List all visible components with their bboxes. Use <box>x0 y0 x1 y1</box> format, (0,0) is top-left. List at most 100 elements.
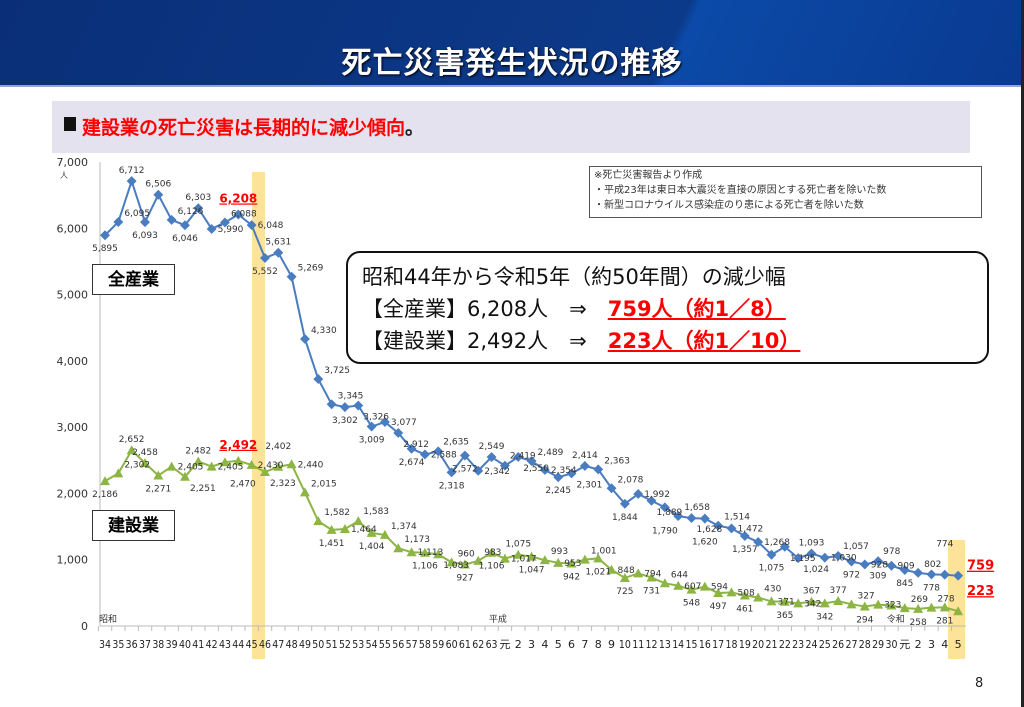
data-point-construction <box>699 581 710 591</box>
data-label: 1,106 <box>412 562 438 572</box>
data-point-construction <box>579 554 590 564</box>
data-point-construction <box>153 470 164 480</box>
data-label: 1,113 <box>418 548 444 558</box>
data-label: 508 <box>738 588 755 598</box>
x-tick-label: 27 <box>845 638 857 651</box>
data-point-construction <box>873 599 884 609</box>
data-label: 594 <box>711 583 728 593</box>
data-point-construction <box>953 606 964 616</box>
era-label: 平成 <box>489 613 507 625</box>
data-label: 5,990 <box>218 225 244 235</box>
x-tick-label: 17 <box>712 638 724 651</box>
data-label: 430 <box>764 584 781 594</box>
data-label: 1,628 <box>697 525 723 535</box>
x-tick-label: 53 <box>352 638 364 651</box>
data-point-construction <box>806 596 817 606</box>
data-label: 1,030 <box>831 554 857 564</box>
data-label: 342 <box>804 599 821 609</box>
data-label: 2,652 <box>119 435 145 445</box>
x-tick-label: 34 <box>99 638 111 651</box>
data-label: 278 <box>937 595 954 605</box>
data-point-construction <box>379 529 390 539</box>
x-tick-label: 29 <box>872 638 884 651</box>
data-point-all-industries <box>713 520 724 531</box>
data-point-all-industries <box>593 464 604 475</box>
data-label: 2,251 <box>190 484 216 494</box>
y-tick-label: 7,000 <box>57 156 89 169</box>
x-tick-label: 11 <box>632 638 644 651</box>
data-label: 2,302 <box>124 460 150 470</box>
summary-all-result: 759人（約1／8） <box>607 297 786 321</box>
x-tick-label: 55 <box>379 638 391 651</box>
data-label: 2,245 <box>545 486 571 496</box>
x-tick-label: 57 <box>406 638 418 651</box>
data-label: 928 <box>871 560 888 570</box>
y-tick-label: 2,000 <box>57 487 89 500</box>
data-point-all-industries <box>486 452 497 462</box>
data-label: 644 <box>671 570 688 580</box>
data-label: 2,458 <box>132 448 158 458</box>
data-point-all-industries <box>659 502 670 513</box>
note-line: ・新型コロナウイルス感染症のり患による死亡者を除いた数 <box>594 200 864 211</box>
data-label: 1,404 <box>359 542 385 552</box>
data-label: 1,024 <box>803 565 829 575</box>
x-tick-label: 16 <box>699 638 711 651</box>
data-label: 258 <box>910 618 927 628</box>
data-label: 1,357 <box>732 545 758 555</box>
data-point-all-industries <box>286 271 297 282</box>
x-tick-label: 44 <box>232 638 244 651</box>
data-point-all-industries <box>953 570 964 581</box>
data-point-all-industries <box>499 460 510 471</box>
bullet-square-icon <box>64 117 76 131</box>
data-label: 548 <box>683 599 700 609</box>
data-point-construction <box>406 547 417 557</box>
data-point-construction <box>366 527 377 537</box>
data-point-construction <box>846 599 857 609</box>
data-label: 927 <box>456 574 473 584</box>
data-point-all-industries <box>619 498 630 509</box>
x-tick-label: 51 <box>326 638 338 651</box>
data-label: 323 <box>884 601 901 611</box>
x-tick-label: 20 <box>752 638 764 651</box>
era-label: 令和 <box>887 613 905 625</box>
data-label: 6,126 <box>178 207 204 217</box>
data-point-construction <box>819 598 830 608</box>
x-tick-label: 7 <box>581 638 588 651</box>
data-label: 794 <box>644 569 661 579</box>
data-point-construction <box>726 587 737 597</box>
y-tick-label: 1,000 <box>57 554 89 567</box>
x-tick-label: 25 <box>819 638 831 651</box>
data-label: 2,572 <box>452 465 478 475</box>
data-point-all-industries <box>899 565 910 575</box>
data-point-all-industries <box>779 541 790 552</box>
data-label: 5,895 <box>92 244 118 254</box>
x-tick-label: 23 <box>792 638 804 651</box>
data-label: 6,093 <box>132 231 158 241</box>
data-point-all-industries <box>606 483 617 494</box>
x-tick-label: 60 <box>446 638 458 651</box>
x-tick-label: 37 <box>139 638 151 651</box>
data-point-all-industries <box>726 523 737 534</box>
data-point-construction <box>859 601 870 611</box>
data-label: 1,075 <box>759 564 785 574</box>
data-point-all-industries <box>379 417 390 427</box>
x-tick-label: 13 <box>659 638 671 651</box>
data-point-all-industries <box>939 569 950 580</box>
data-label: 5,552 <box>252 267 278 277</box>
data-point-all-industries <box>419 449 430 460</box>
data-point-all-industries <box>566 468 577 479</box>
data-point-construction <box>313 516 324 526</box>
data-label: 461 <box>736 604 753 614</box>
data-label: 993 <box>551 547 568 557</box>
subtitle-bar: 建設業の死亡災害は長期的に減少傾向。 <box>52 101 970 153</box>
data-point-all-industries <box>473 465 484 476</box>
data-point-all-industries <box>459 450 470 461</box>
data-point-construction <box>206 461 217 471</box>
data-point-construction <box>633 568 644 578</box>
data-label: 1,021 <box>585 567 611 577</box>
data-label: 2,323 <box>270 479 296 489</box>
x-tick-label: 56 <box>392 638 404 651</box>
x-tick-label: 38 <box>152 638 164 651</box>
subtitle-text: 建設業の死亡災害は長期的に減少傾向 <box>82 117 406 139</box>
data-point-construction <box>739 590 750 600</box>
